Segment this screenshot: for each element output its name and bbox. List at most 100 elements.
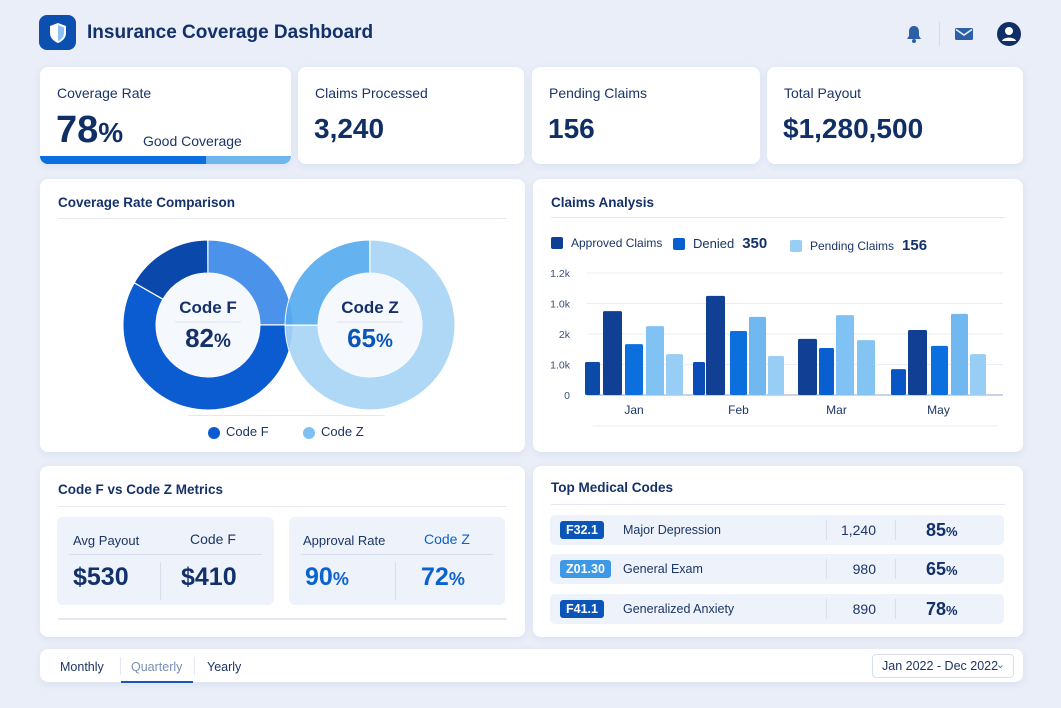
header-divider bbox=[939, 22, 940, 46]
chevron-down-icon: ⌄ bbox=[995, 659, 1005, 671]
user-avatar-icon bbox=[997, 22, 1021, 46]
section-divider bbox=[551, 504, 1005, 505]
legend-value: 350 bbox=[742, 235, 768, 252]
bar[interactable] bbox=[819, 348, 834, 395]
bar[interactable] bbox=[857, 340, 875, 395]
bar[interactable] bbox=[625, 344, 643, 395]
table-row[interactable]: F41.1 Generalized Anxiety 890 78% bbox=[550, 594, 1004, 624]
x-tick-label: Mar bbox=[826, 403, 847, 417]
code-badge: F41.1 bbox=[560, 600, 604, 618]
shield-logo-icon bbox=[49, 22, 66, 43]
metric-vertical-divider bbox=[160, 562, 161, 600]
donut-label: Code F bbox=[179, 298, 237, 317]
section-bottom-divider bbox=[58, 618, 507, 620]
code-rate-unit: % bbox=[946, 603, 958, 618]
claims-bar-chart: 0 1.0k 2k 1.0k 1.2k Jan Feb Mar May bbox=[550, 268, 1003, 427]
coverage-progress-bar bbox=[40, 156, 291, 164]
legend-item-code-z[interactable]: Code Z bbox=[303, 424, 364, 439]
messages-button[interactable] bbox=[952, 22, 976, 46]
donut-code-f bbox=[122, 239, 294, 411]
legend-item-approved[interactable]: Approved Claims bbox=[551, 236, 662, 250]
kpi-value: $1,280,500 bbox=[783, 113, 924, 144]
code-rate-number: 85 bbox=[926, 520, 947, 540]
bar[interactable] bbox=[666, 354, 683, 395]
bar[interactable] bbox=[693, 362, 705, 395]
code-rate: 78% bbox=[926, 599, 958, 620]
metric-column-header: Code F bbox=[190, 531, 236, 547]
metric-number: 72 bbox=[421, 563, 449, 591]
user-profile-button[interactable] bbox=[997, 22, 1021, 46]
bar[interactable] bbox=[798, 338, 817, 395]
section-title: Claims Analysis bbox=[551, 195, 655, 210]
legend-item-pending[interactable]: Pending Claims 156 bbox=[790, 237, 927, 254]
kpi-value: 156 bbox=[548, 113, 595, 144]
code-rate: 85% bbox=[926, 520, 958, 541]
tab-monthly[interactable]: Monthly bbox=[60, 660, 104, 674]
table-row[interactable]: Z01.30 General Exam 980 65% bbox=[550, 554, 1004, 584]
section-divider bbox=[551, 217, 1005, 218]
bar[interactable] bbox=[836, 315, 854, 395]
tab-yearly[interactable]: Yearly bbox=[207, 660, 242, 674]
legend-item-code-f[interactable]: Code F bbox=[208, 424, 269, 439]
bar[interactable] bbox=[603, 311, 622, 395]
section-title: Code F vs Code Z Metrics bbox=[58, 482, 224, 497]
metric-vertical-divider bbox=[395, 562, 396, 600]
legend-label: Code F bbox=[226, 424, 269, 439]
section-divider bbox=[58, 218, 507, 219]
tab-divider bbox=[120, 657, 121, 675]
metric-unit: % bbox=[332, 569, 349, 589]
metric-value: $530 bbox=[73, 563, 129, 591]
app-title: Insurance Coverage Dashboard bbox=[87, 22, 374, 43]
y-tick-label: 1.0k bbox=[550, 360, 571, 372]
code-name: General Exam bbox=[623, 562, 703, 576]
metric-value: $410 bbox=[181, 563, 237, 591]
metric-column-header: Code Z bbox=[424, 531, 470, 547]
bar[interactable] bbox=[891, 369, 906, 395]
bar[interactable] bbox=[951, 313, 968, 395]
x-tick-label: May bbox=[927, 403, 950, 417]
bar[interactable] bbox=[749, 316, 766, 395]
bar[interactable] bbox=[646, 326, 664, 395]
mail-icon bbox=[955, 28, 973, 40]
claims-analysis-card: Claims Analysis Approved Claims Denied 35… bbox=[533, 179, 1023, 452]
kpi-label: Coverage Rate bbox=[57, 85, 152, 101]
date-range-select[interactable]: Jan 2022 - Dec 2022 ⌄ bbox=[872, 654, 1014, 678]
approval-rate-box: Approval Rate Code Z 90% 72% bbox=[289, 517, 505, 605]
code-rate-unit: % bbox=[946, 563, 958, 578]
bar[interactable] bbox=[908, 330, 927, 395]
kpi-card-claims-processed: Claims Processed 3,240 bbox=[298, 67, 524, 164]
column-divider bbox=[895, 520, 896, 540]
table-row[interactable]: F32.1 Major Depression 1,240 85% bbox=[550, 515, 1004, 545]
date-range-value: Jan 2022 - Dec 2022 bbox=[882, 659, 999, 673]
code-name: Major Depression bbox=[623, 523, 721, 537]
bar[interactable] bbox=[768, 355, 784, 395]
bar[interactable] bbox=[730, 330, 747, 395]
section-divider bbox=[58, 506, 507, 507]
coverage-comparison-card: Coverage Rate Comparison Code F 82% Code Z… bbox=[40, 179, 525, 452]
kpi-label: Claims Processed bbox=[315, 85, 428, 101]
metrics-card: Code F vs Code Z Metrics Avg Payout Code… bbox=[40, 466, 525, 637]
legend-label: Denied bbox=[693, 236, 735, 251]
kpi-label: Total Payout bbox=[784, 85, 862, 101]
kpi-card-coverage-rate: Coverage Rate 78% Good Coverage bbox=[40, 67, 291, 164]
bar[interactable] bbox=[931, 345, 948, 395]
kpi-number: 78 bbox=[56, 109, 99, 151]
top-codes-card: Top Medical Codes F32.1 Major Depression 1… bbox=[533, 466, 1023, 637]
notifications-button[interactable] bbox=[902, 22, 926, 46]
section-title: Coverage Rate Comparison bbox=[58, 195, 236, 210]
metric-label: Approval Rate bbox=[303, 533, 386, 548]
x-tick-label: Jan bbox=[624, 403, 643, 417]
bar[interactable] bbox=[970, 354, 986, 395]
bar[interactable] bbox=[585, 362, 600, 395]
y-tick-label: 2k bbox=[559, 329, 571, 341]
tab-quarterly[interactable]: Quarterly bbox=[131, 660, 183, 674]
column-divider bbox=[895, 599, 896, 619]
section-title: Top Medical Codes bbox=[551, 480, 674, 495]
donut-value: 82% bbox=[185, 323, 231, 353]
legend-item-denied[interactable]: Denied 350 bbox=[673, 235, 767, 252]
code-rate-number: 78 bbox=[926, 599, 947, 619]
bar[interactable] bbox=[706, 295, 725, 395]
legend-label: Approved Claims bbox=[571, 236, 663, 250]
avg-payout-box: Avg Payout Code F $530 $410 bbox=[57, 517, 274, 605]
kpi-value: 3,240 bbox=[314, 113, 385, 144]
